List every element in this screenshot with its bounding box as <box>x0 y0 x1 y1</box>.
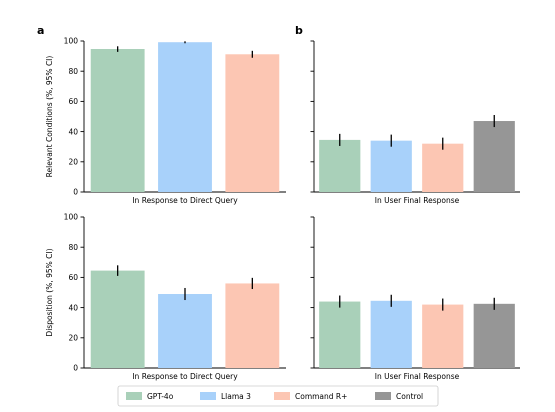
legend-swatch-commandr <box>274 392 290 400</box>
chart-3: 0 20 40 60 80 100 In Response to Direct Query D… <box>45 213 286 381</box>
y-tick-label: 80 <box>68 243 78 252</box>
legend-swatch-gpt4o <box>126 392 142 400</box>
bar-llama-3 <box>370 300 412 368</box>
y-tick-label: 0 <box>73 188 78 197</box>
chart-1: 0 20 40 60 80 100 In Response to Direct Query R… <box>45 37 286 205</box>
bar-command-r <box>225 283 280 368</box>
y-tick-label: 40 <box>68 303 78 312</box>
y-tick-label: 20 <box>68 158 78 167</box>
x-axis-label: In Response to Direct Query <box>132 372 238 381</box>
y-tick-label: 20 <box>68 334 78 343</box>
legend-swatch-control <box>375 392 391 400</box>
bar-control <box>473 303 515 368</box>
legend-label-control: Control <box>396 392 423 401</box>
y-tick-label: 60 <box>68 273 78 282</box>
panel-label-a: a <box>37 24 44 37</box>
y-tick-label: 100 <box>64 37 79 46</box>
y-tick-label: 80 <box>68 67 78 76</box>
y-tick-label: 40 <box>68 127 78 136</box>
bar-gpt-4o <box>319 301 361 368</box>
bar-command-r <box>225 54 280 193</box>
bar-gpt-4o <box>90 270 145 368</box>
y-axis-label: Relevant Conditions (%, 95% CI) <box>45 56 54 178</box>
legend-label-commandr: Command R+ <box>295 392 347 401</box>
bar-llama-3 <box>370 140 412 192</box>
legend-label-llama3: Llama 3 <box>221 392 251 401</box>
y-tick-label: 100 <box>64 213 79 222</box>
bar-llama-3 <box>158 294 212 368</box>
chart-2: In User Final Response <box>310 40 520 205</box>
y-axis-label: Disposition (%, 95% CI) <box>45 248 54 336</box>
y-tick-label: 60 <box>68 97 78 106</box>
bar-command-r <box>422 304 464 368</box>
bar-command-r <box>422 143 464 192</box>
legend-label-gpt4o: GPT-4o <box>147 392 174 401</box>
bar-gpt-4o <box>90 49 145 193</box>
chart-4: In User Final Response <box>310 216 520 381</box>
x-axis-label: In User Final Response <box>375 372 460 381</box>
bar-control <box>473 121 515 192</box>
bar-gpt-4o <box>319 139 361 192</box>
x-axis-label: In Response to Direct Query <box>132 196 238 205</box>
panel-label-b: b <box>295 24 303 37</box>
y-tick-label: 0 <box>73 364 78 373</box>
x-axis-label: In User Final Response <box>375 196 460 205</box>
legend: GPT-4o Llama 3 Command R+ Control <box>117 385 439 407</box>
charts-group: 0 20 40 60 80 100 In Response to Direct Query R… <box>45 37 520 381</box>
bar-llama-3 <box>158 42 212 192</box>
legend-swatch-llama3 <box>200 392 216 400</box>
